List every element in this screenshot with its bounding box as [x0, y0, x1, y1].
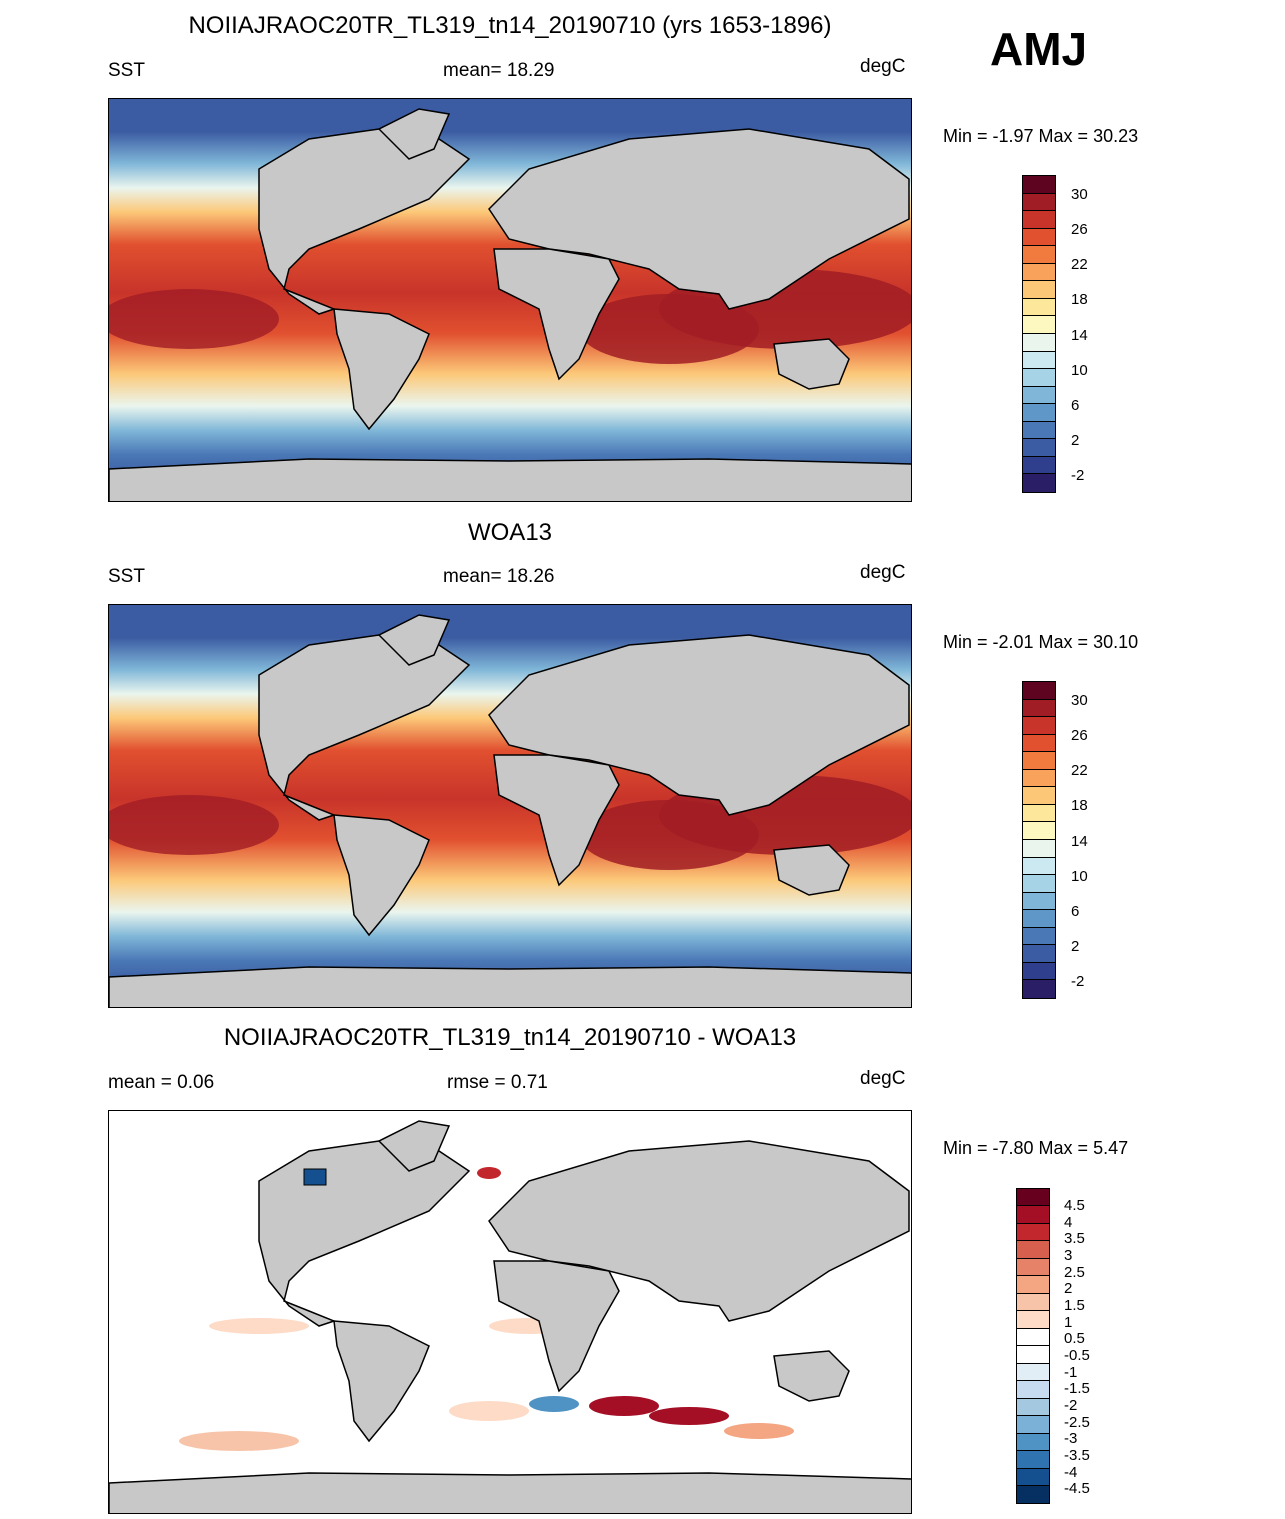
panel3-colorbar-tick: 2 — [1064, 1280, 1073, 1297]
panel2-colorbar-tick: 2 — [1071, 938, 1080, 955]
panel1-sst-map — [108, 98, 912, 502]
panel3-colorbar-tick: -1.5 — [1064, 1380, 1090, 1397]
panel2-title: WOA13 — [467, 519, 553, 546]
panel3-colorbar-tick: 0.5 — [1064, 1330, 1085, 1347]
panel2-sst-map — [108, 604, 912, 1008]
panel3-difference-svg — [109, 1111, 911, 1513]
panel3-colorbar-tick: 2.5 — [1064, 1264, 1085, 1281]
panel1-colorbar-tick: 14 — [1071, 327, 1088, 344]
panel3-colorbar-tick: -1 — [1064, 1364, 1078, 1381]
panel1-colorbar-tick: 10 — [1071, 362, 1088, 379]
panel2-colorbar-tick: 18 — [1071, 797, 1088, 814]
panel2-colorbar-tick: 22 — [1071, 762, 1088, 779]
panel1-colorbar-tick: 2 — [1071, 432, 1080, 449]
panel3-mean-label: mean = 0.06 — [108, 1072, 215, 1093]
panel3-colorbar-tick: -2 — [1064, 1397, 1078, 1414]
panel3-minmax: Min = -7.80 Max = 5.47 — [943, 1138, 1129, 1158]
panel3-colorbar — [1016, 1188, 1050, 1504]
panel3-colorbar-tick: -3 — [1064, 1430, 1078, 1447]
panel1-mean-label: mean= 18.29 — [443, 60, 555, 81]
panel3-units-label: degC — [860, 1068, 906, 1089]
panel1-minmax: Min = -1.97 Max = 30.23 — [943, 126, 1139, 146]
panel3-title: NOIIAJRAOC20TR_TL319_tn14_20190710 - WOA… — [223, 1024, 797, 1051]
panel2-colorbar-tick: -2 — [1071, 973, 1085, 990]
panel3-colorbar-tick: 4 — [1064, 1214, 1073, 1231]
panel1-variable-label: SST — [108, 60, 145, 81]
panel3-colorbar-tick: 1.5 — [1064, 1297, 1085, 1314]
panel1-colorbar-tick: 22 — [1071, 256, 1088, 273]
panel3-colorbar-tick: -3.5 — [1064, 1447, 1090, 1464]
panel2-colorbar — [1022, 681, 1056, 999]
panel3-colorbar-tick: 1 — [1064, 1314, 1073, 1331]
panel2-colorbar-tick: 6 — [1071, 903, 1080, 920]
panel3-rmse-label: rmse = 0.71 — [447, 1072, 548, 1093]
panel2-sst-svg — [109, 605, 911, 1007]
panel2-colorbar-tick: 26 — [1071, 727, 1088, 744]
panel1-colorbar-tick: -2 — [1071, 467, 1085, 484]
panel1-units-label: degC — [860, 56, 906, 77]
panel2-colorbar-tick: 30 — [1071, 692, 1088, 709]
panel1-colorbar-tick: 6 — [1071, 397, 1080, 414]
panel2-units-label: degC — [860, 562, 906, 583]
panel3-colorbar-tick: 4.5 — [1064, 1197, 1085, 1214]
panel2-mean-label: mean= 18.26 — [443, 566, 555, 587]
panel1-colorbar-tick: 18 — [1071, 291, 1088, 308]
panel2-colorbar-tick: 14 — [1071, 833, 1088, 850]
panel3-colorbar-tick: -2.5 — [1064, 1414, 1090, 1431]
panel3-colorbar-tick: 3.5 — [1064, 1230, 1085, 1247]
panel1-colorbar-tick: 26 — [1071, 221, 1088, 238]
panel2-minmax: Min = -2.01 Max = 30.10 — [943, 632, 1139, 652]
panel3-colorbar-tick: -0.5 — [1064, 1347, 1090, 1364]
panel1-colorbar — [1022, 175, 1056, 493]
panel3-colorbar-tick: -4.5 — [1064, 1480, 1090, 1497]
season-label: AMJ — [990, 23, 1088, 75]
panel2-variable-label: SST — [108, 566, 145, 587]
panel2-colorbar-tick: 10 — [1071, 868, 1088, 885]
panel3-difference-map — [108, 1110, 912, 1514]
panel1-title: NOIIAJRAOC20TR_TL319_tn14_20190710 (yrs … — [188, 12, 832, 39]
panel3-colorbar-tick: -4 — [1064, 1464, 1078, 1481]
panel1-sst-svg — [109, 99, 911, 501]
panel1-colorbar-tick: 30 — [1071, 186, 1088, 203]
panel3-colorbar-tick: 3 — [1064, 1247, 1073, 1264]
